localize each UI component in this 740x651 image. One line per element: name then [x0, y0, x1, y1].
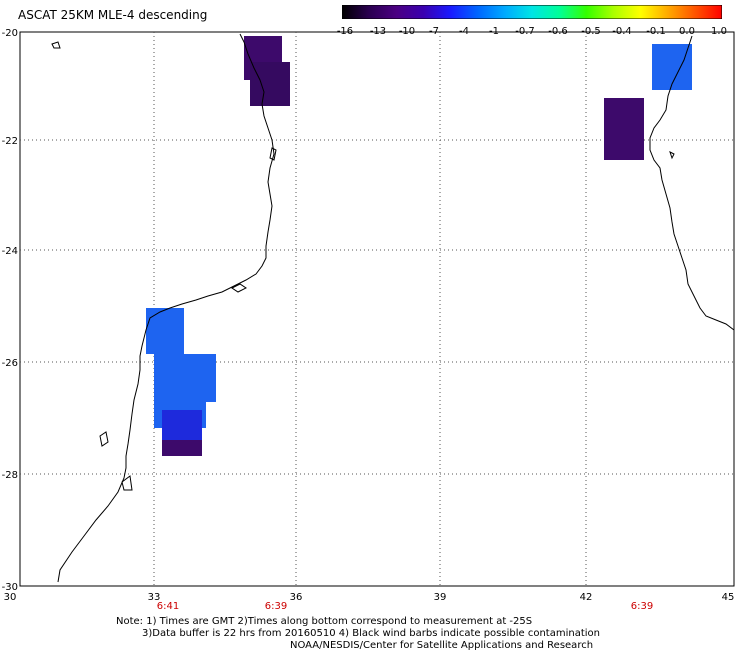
x-tick: 30 — [4, 592, 17, 603]
time-label: 6:39 — [265, 601, 287, 612]
coastline — [51, 33, 735, 583]
time-labels: 6:41 6:39 6:39 — [157, 601, 653, 612]
y-axis: -20 -22 -24 -26 -28 -30 — [2, 28, 18, 593]
x-tick: 39 — [434, 592, 447, 603]
time-label: 6:39 — [631, 601, 653, 612]
map-title: ASCAT 25KM MLE-4 descending — [18, 8, 208, 22]
plot-frame — [19, 31, 735, 587]
cell-purple — [604, 98, 644, 160]
x-tick: 33 — [148, 592, 161, 603]
cell-purple — [250, 62, 290, 106]
note-line-2: 3)Data buffer is 22 hrs from 20160510 4)… — [142, 628, 600, 639]
y-tick: -26 — [2, 358, 18, 369]
grid — [20, 32, 734, 586]
time-label: 6:41 — [157, 601, 179, 612]
x-tick: 36 — [290, 592, 303, 603]
cell-dark-blue — [162, 410, 202, 440]
y-tick: -30 — [2, 582, 18, 593]
cell-blue — [146, 308, 184, 354]
x-axis: 30 33 36 39 42 45 — [4, 592, 735, 603]
y-tick: -28 — [2, 470, 18, 481]
cell-purple — [162, 440, 202, 456]
cell-blue — [652, 44, 692, 90]
cell-blue — [154, 354, 216, 402]
x-tick: 45 — [722, 592, 735, 603]
y-tick: -20 — [2, 28, 18, 39]
x-tick: 42 — [580, 592, 593, 603]
wind-cells — [146, 36, 692, 456]
colorbar — [342, 5, 722, 19]
note-line-3: NOAA/NESDIS/Center for Satellite Applica… — [290, 640, 594, 651]
y-tick: -22 — [2, 136, 18, 147]
y-tick: -24 — [2, 246, 18, 257]
note-line-1: Note: 1) Times are GMT 2)Times along bot… — [116, 616, 533, 627]
